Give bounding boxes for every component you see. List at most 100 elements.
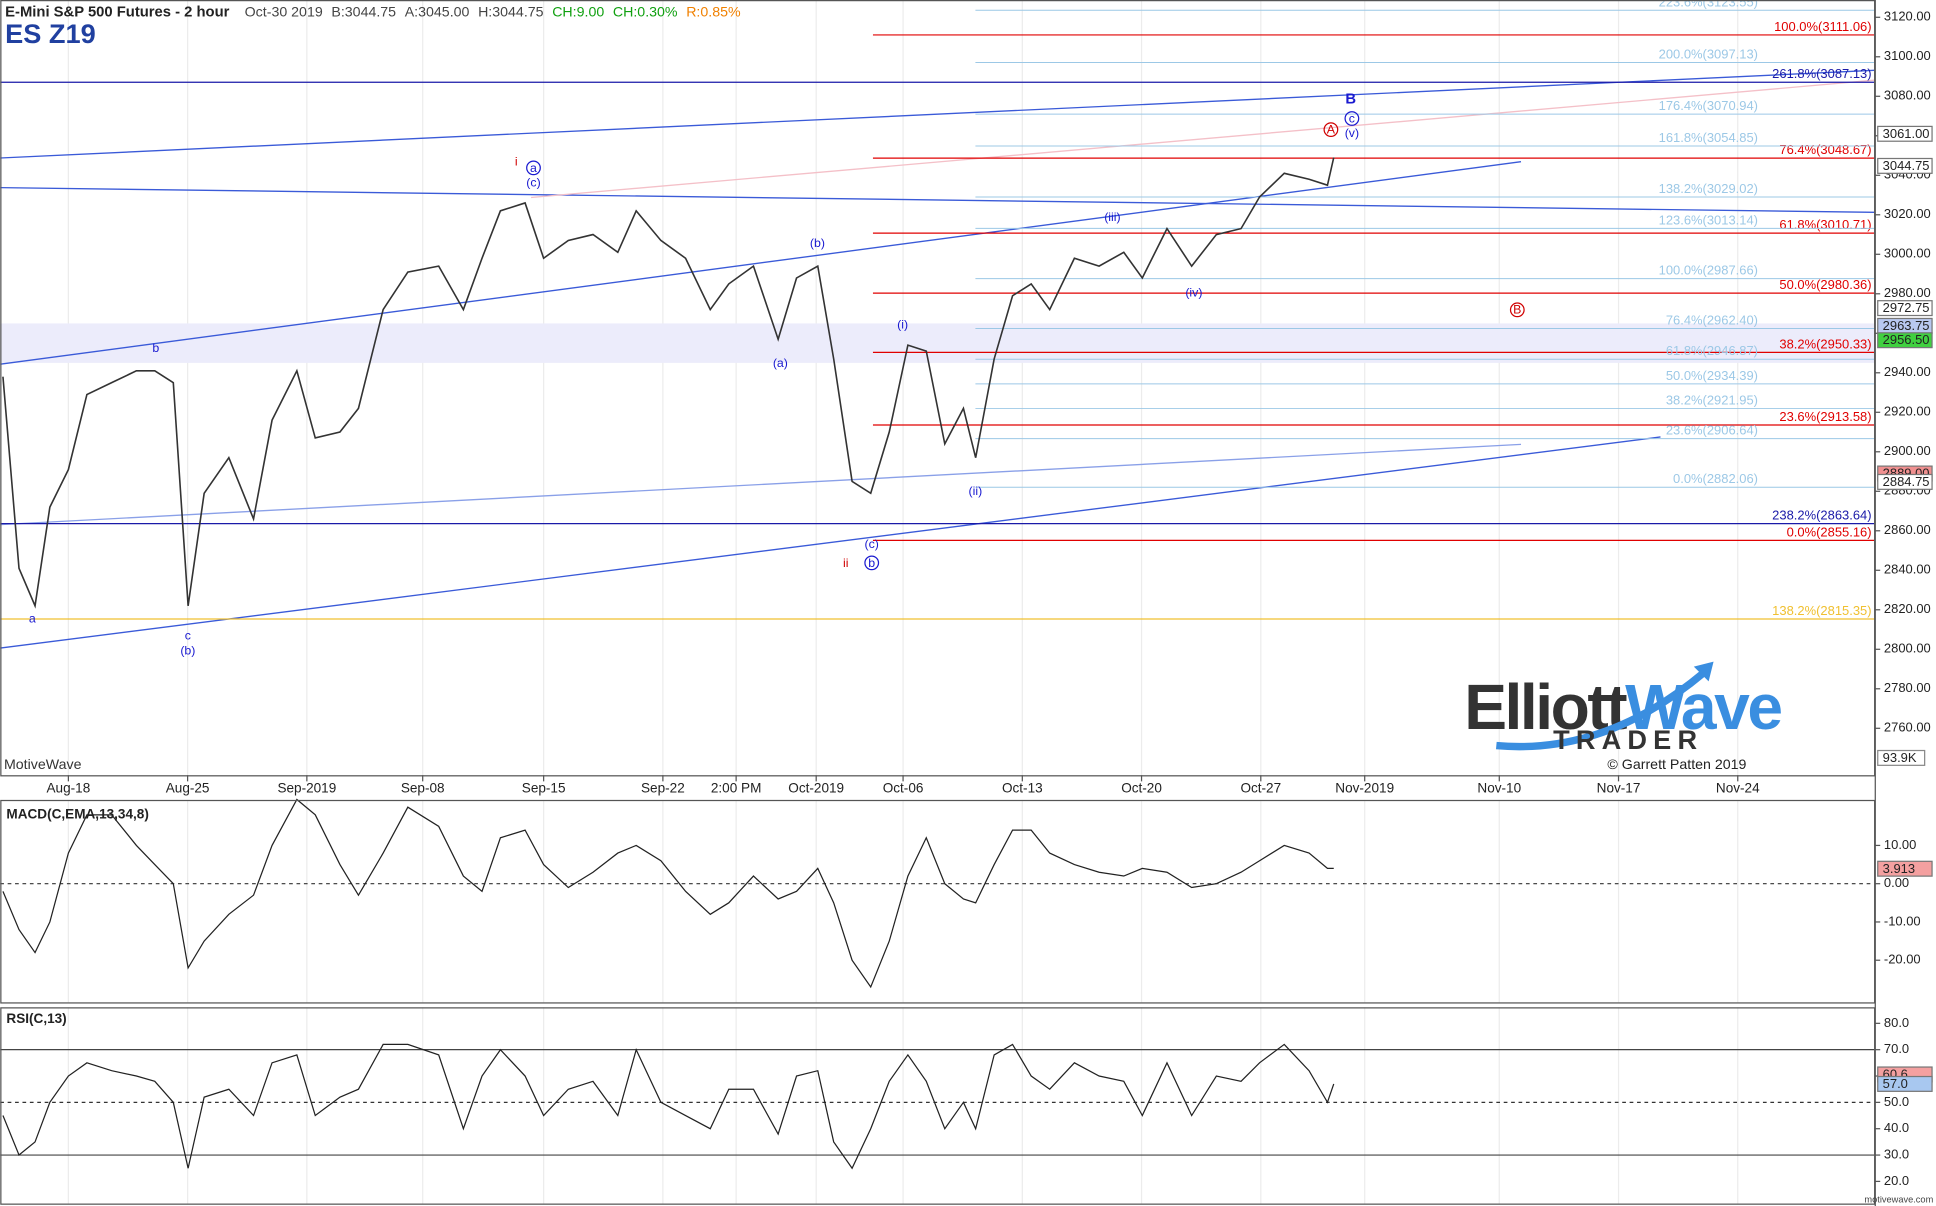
- y-tick-label: 2780.00: [1884, 680, 1931, 695]
- x-tick-label: Oct-06: [883, 780, 924, 795]
- wave-label: A: [1327, 122, 1336, 136]
- series-line: [2, 1043, 1335, 1170]
- y-tick-label: 80.0: [1884, 1015, 1909, 1030]
- y-tick-label: 2760.00: [1884, 720, 1931, 735]
- wave-circle: [1509, 302, 1525, 318]
- y-tick-label: 10.00: [1884, 837, 1916, 852]
- y-tick-label: 2840.00: [1884, 562, 1931, 577]
- wave-label: (c): [526, 176, 540, 190]
- watermark: MotiveWave: [4, 757, 82, 773]
- fib-levels: 100.0%(3111.06) 76.4%(3048.67) 61.8%(3010.…: [0, 0, 1875, 620]
- price-badge-label: 3.913: [1883, 861, 1915, 876]
- grid: [0, 0, 1875, 1204]
- x-tick-label: Aug-25: [166, 780, 210, 795]
- quote-part: B:3044.75: [331, 4, 396, 20]
- trend-line: [530, 79, 1875, 199]
- wave-label: i: [515, 155, 518, 169]
- wave-label: a: [530, 161, 537, 175]
- wave-label: (b): [180, 643, 195, 657]
- x-tick-label: Oct-20: [1121, 780, 1162, 795]
- fib-label: 61.8%(2946.87): [1666, 343, 1758, 358]
- fib-label: 50.0%(2934.39): [1666, 368, 1758, 383]
- logo-credit: © Garrett Patten 2019: [1607, 757, 1746, 773]
- y-tick-label: 3100.00: [1884, 48, 1931, 63]
- x-tick-label: Oct-2019: [788, 780, 844, 795]
- trend-lines: [0, 69, 1875, 649]
- fib-label: 200.0%(3097.13): [1659, 46, 1758, 61]
- price-badge: [1877, 300, 1933, 317]
- wave-label: c: [1349, 111, 1355, 125]
- wave-label: (c): [865, 537, 879, 551]
- price-badge: [1877, 125, 1933, 142]
- fib-label: 161.8%(3054.85): [1659, 130, 1758, 145]
- trend-line: [0, 186, 1875, 213]
- y-tick-label: 2860.00: [1884, 522, 1931, 537]
- wave-label: B: [1345, 91, 1356, 107]
- logo: ElliottWave TRADER © Garrett Patten 2019: [1464, 661, 1784, 773]
- fib-label: 38.2%(2921.95): [1666, 392, 1758, 407]
- y-tick-label: 2820.00: [1884, 601, 1931, 616]
- quote-part: A:3045.00: [405, 4, 470, 20]
- fib-label: 50.0%(2980.36): [1779, 277, 1871, 292]
- y-tick-label: 2940.00: [1884, 364, 1931, 379]
- y-tick-label: 3120.00: [1884, 9, 1931, 24]
- y-tick-label: 3000.00: [1884, 246, 1931, 261]
- y-tick-label: 0.00: [1884, 875, 1909, 890]
- price-badge: [1877, 332, 1933, 349]
- price-badge-label: 3044.75: [1883, 158, 1930, 173]
- price-badge: [1877, 473, 1933, 490]
- y-tick-label: 40.0: [1884, 1120, 1909, 1135]
- x-tick-label: Nov-2019: [1335, 780, 1394, 795]
- trend-line: [0, 436, 1661, 649]
- quote-part: R:0.85%: [686, 4, 741, 20]
- fib-label: 100.0%(2987.66): [1659, 263, 1758, 278]
- y-tick-label: 2920.00: [1884, 404, 1931, 419]
- wave-label: a: [29, 611, 36, 625]
- fib-label: 76.4%(3048.67): [1779, 142, 1871, 157]
- fib-label: 223.6%(3123.55): [1659, 0, 1758, 9]
- wave-label: (b): [810, 236, 825, 250]
- x-tick-label: Nov-24: [1716, 780, 1760, 795]
- wave-label: c: [185, 629, 191, 643]
- macd-title: MACD(C,EMA,13,34,8): [6, 806, 148, 821]
- fib-label: 76.4%(2962.40): [1666, 313, 1758, 328]
- logo-arrow: [1693, 661, 1714, 682]
- wave-label: (ii): [969, 484, 983, 498]
- target-zone: [0, 323, 1875, 363]
- fib-label: 123.6%(3013.14): [1659, 212, 1758, 227]
- price-badge-label: 57.0: [1883, 1076, 1908, 1091]
- y-tick-label: 70.0: [1884, 1041, 1909, 1056]
- y-tick-label: 3020.00: [1884, 206, 1931, 221]
- wave-circle: [526, 160, 541, 176]
- y-tick-label: 50.0: [1884, 1094, 1909, 1109]
- x-tick-label: Sep-08: [401, 780, 445, 795]
- price-badge-label: 2884.75: [1883, 474, 1930, 489]
- fib-label: 0.0%(2882.06): [1673, 471, 1758, 486]
- fib-label: 23.6%(2906.64): [1666, 423, 1758, 438]
- wave-label: (iii): [1104, 210, 1120, 224]
- price-badge: [1877, 860, 1933, 877]
- series-line: [2, 157, 1335, 609]
- y-tick-label: -20.00: [1884, 952, 1921, 967]
- footer: motivewave.com: [1864, 1194, 1933, 1204]
- x-tick-label: Sep-22: [641, 780, 685, 795]
- y-tick-label: 2900.00: [1884, 443, 1931, 458]
- wave-circle: [1323, 122, 1339, 138]
- price-badge: [1877, 1075, 1933, 1092]
- fib-label: 100.0%(3111.06): [1774, 19, 1871, 34]
- price-badge: [1877, 157, 1933, 174]
- fib-label: 176.4%(3070.94): [1659, 98, 1758, 113]
- wave-circle: [864, 555, 880, 571]
- wave-label: ii: [843, 556, 848, 570]
- volume-badge: 93.9K: [1877, 749, 1926, 766]
- trend-line: [0, 69, 1875, 159]
- fib-label: 23.6%(2913.58): [1779, 409, 1871, 424]
- wave-label: (v): [1345, 126, 1359, 140]
- y-tick-label: 20.0: [1884, 1173, 1909, 1188]
- y-tick-label: 3080.00: [1884, 88, 1931, 103]
- plot: [2, 157, 1335, 1170]
- chart-title: E-Mini S&P 500 Futures - 2 hour: [5, 4, 229, 20]
- price-badge-label: 2972.75: [1883, 300, 1930, 315]
